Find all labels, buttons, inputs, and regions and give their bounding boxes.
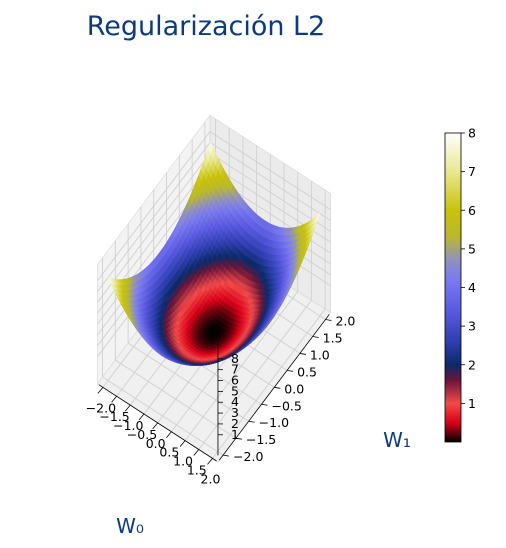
- y-tick-label: −2.0: [233, 449, 263, 464]
- colorbar-scale: [444, 132, 462, 443]
- y-tick-label: −1.0: [259, 415, 289, 430]
- x-tick-mark: [179, 440, 186, 447]
- back-gridline-z: [209, 131, 331, 211]
- y-axis-label: W₁: [383, 428, 411, 452]
- x-tick-mark: [124, 404, 131, 412]
- floor-gridline-y: [102, 376, 224, 456]
- y-tick-label: 2.0: [335, 314, 355, 329]
- y-axis: −2.0 −1.5 −1.0 −0.5 0.0 0.5 1.0 1.52.0: [218, 314, 355, 464]
- y-tick-label: 0.5: [297, 364, 317, 379]
- y-tick-label: 1.5: [323, 330, 343, 345]
- colorbar: 1 2 3 4 5 6 7 8: [444, 126, 476, 443]
- z-tick-label: 3: [231, 405, 239, 420]
- x-tick-label: −2.0: [86, 400, 116, 415]
- back-gridline-z: [209, 142, 331, 221]
- z-tick-label: 5: [231, 383, 239, 398]
- z-tick-label: 8: [231, 351, 239, 366]
- colorbar-tick-label: 1: [468, 396, 476, 411]
- chart-title: Regularización L2: [87, 11, 326, 42]
- surface-plot: [107, 141, 321, 366]
- colorbar-tick-label: 7: [468, 164, 476, 179]
- z-tick-label: 6: [231, 373, 239, 388]
- x-tick-mark: [97, 387, 104, 394]
- y-tick-mark: [274, 386, 281, 389]
- x-axis-label: W₀: [116, 514, 144, 538]
- z-tick-label: 4: [231, 394, 239, 409]
- y-tick-mark: [223, 454, 230, 457]
- x-tick-label: −0.5: [127, 427, 157, 442]
- colorbar-tick-label: 4: [468, 280, 476, 295]
- colorbar-tick-label: 3: [468, 319, 476, 334]
- x-tick-mark: [166, 431, 172, 438]
- y-tick-label: −0.5: [271, 398, 301, 413]
- surface-facet: [314, 212, 321, 223]
- x-tick-label: 2.0: [201, 471, 221, 486]
- x-tick-label: −1.5: [99, 409, 129, 424]
- side-gridline-z: [97, 142, 211, 292]
- x-tick-mark: [193, 449, 200, 456]
- surface-facet: [207, 141, 214, 155]
- z-tick-label: 1: [231, 427, 239, 442]
- colorbar-tick-label: 2: [468, 357, 476, 372]
- floor-gridline-y: [115, 359, 237, 439]
- surface-facet: [107, 277, 114, 285]
- y-tick-mark: [261, 403, 268, 406]
- x-tick-label: −1.0: [113, 418, 143, 433]
- side-gridline-z: [97, 131, 211, 282]
- x-tick-mark: [207, 458, 213, 465]
- y-tick-mark: [312, 336, 319, 338]
- colorbar-tick-label: 5: [468, 241, 476, 256]
- back-gridline-z: [209, 152, 331, 232]
- x-tick-label: 1.5: [187, 462, 207, 477]
- x-tick-mark: [152, 422, 158, 430]
- colorbar-tick-label: 8: [468, 126, 476, 141]
- y-tick-mark: [299, 353, 306, 355]
- x-tick-label: 1.0: [173, 454, 193, 469]
- y-tick-label: 0.0: [284, 381, 304, 396]
- y-tick-mark: [235, 437, 242, 440]
- x-tick-label: 0.0: [146, 436, 166, 451]
- z-tick-label: 7: [231, 362, 239, 377]
- y-tick-mark: [287, 369, 294, 372]
- x-axis-line: [98, 384, 217, 462]
- x-tick-mark: [111, 395, 117, 403]
- floor-gridline-y: [127, 342, 249, 422]
- side-gridline-z: [97, 152, 211, 303]
- colorbar-tick-label: 6: [468, 203, 476, 218]
- y-tick-mark: [248, 420, 255, 423]
- z-tick-label: 2: [231, 416, 239, 431]
- y-tick-mark: [325, 319, 332, 321]
- x-tick-label: 0.5: [159, 445, 179, 460]
- y-tick-label: 1.0: [310, 347, 330, 362]
- x-axis: −2.0−1.5−1.0−0.50.00.51.01.52.0: [86, 384, 221, 486]
- x-tick-mark: [138, 413, 145, 421]
- y-tick-label: −1.5: [246, 432, 276, 447]
